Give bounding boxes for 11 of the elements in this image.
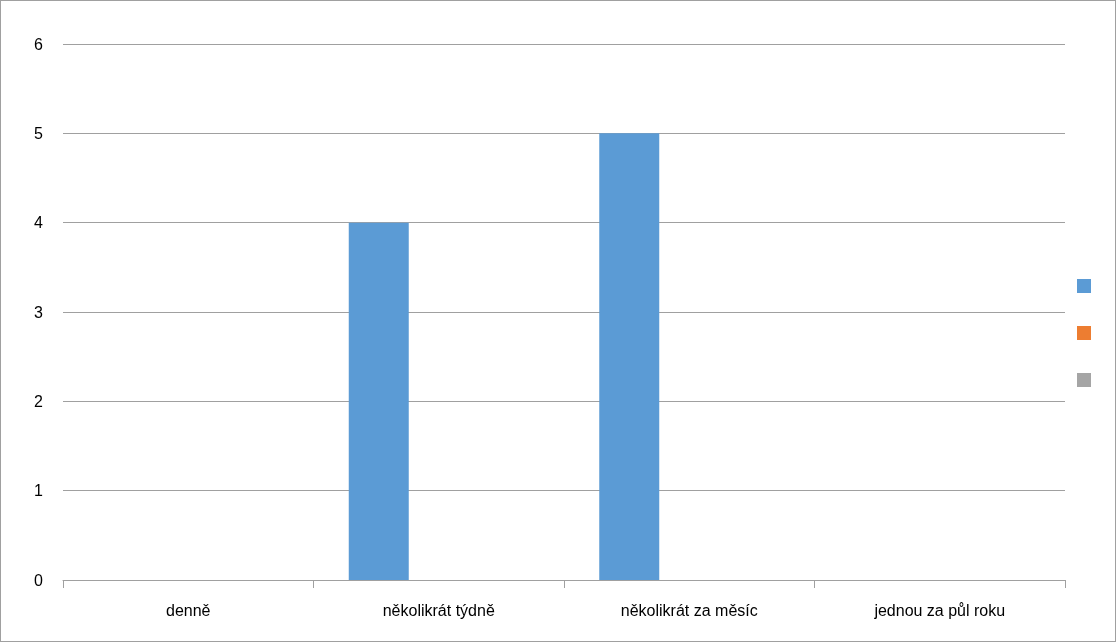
x-tick-label: denně (166, 601, 211, 619)
y-tick-label: 1 (34, 482, 44, 500)
x-tick-label: jednou za půl roku (873, 601, 1006, 619)
y-tick-label: 4 (34, 214, 44, 232)
y-tick-label: 2 (34, 392, 44, 410)
y-tick-label: 3 (34, 303, 44, 321)
y-tick-label: 0 (34, 571, 44, 589)
x-tick-label: několikrát týdně (382, 601, 495, 619)
x-tick-label: několikrát za měsíc (620, 601, 758, 619)
y-tick-label: 5 (34, 124, 44, 142)
y-tick-label: 6 (34, 35, 44, 53)
